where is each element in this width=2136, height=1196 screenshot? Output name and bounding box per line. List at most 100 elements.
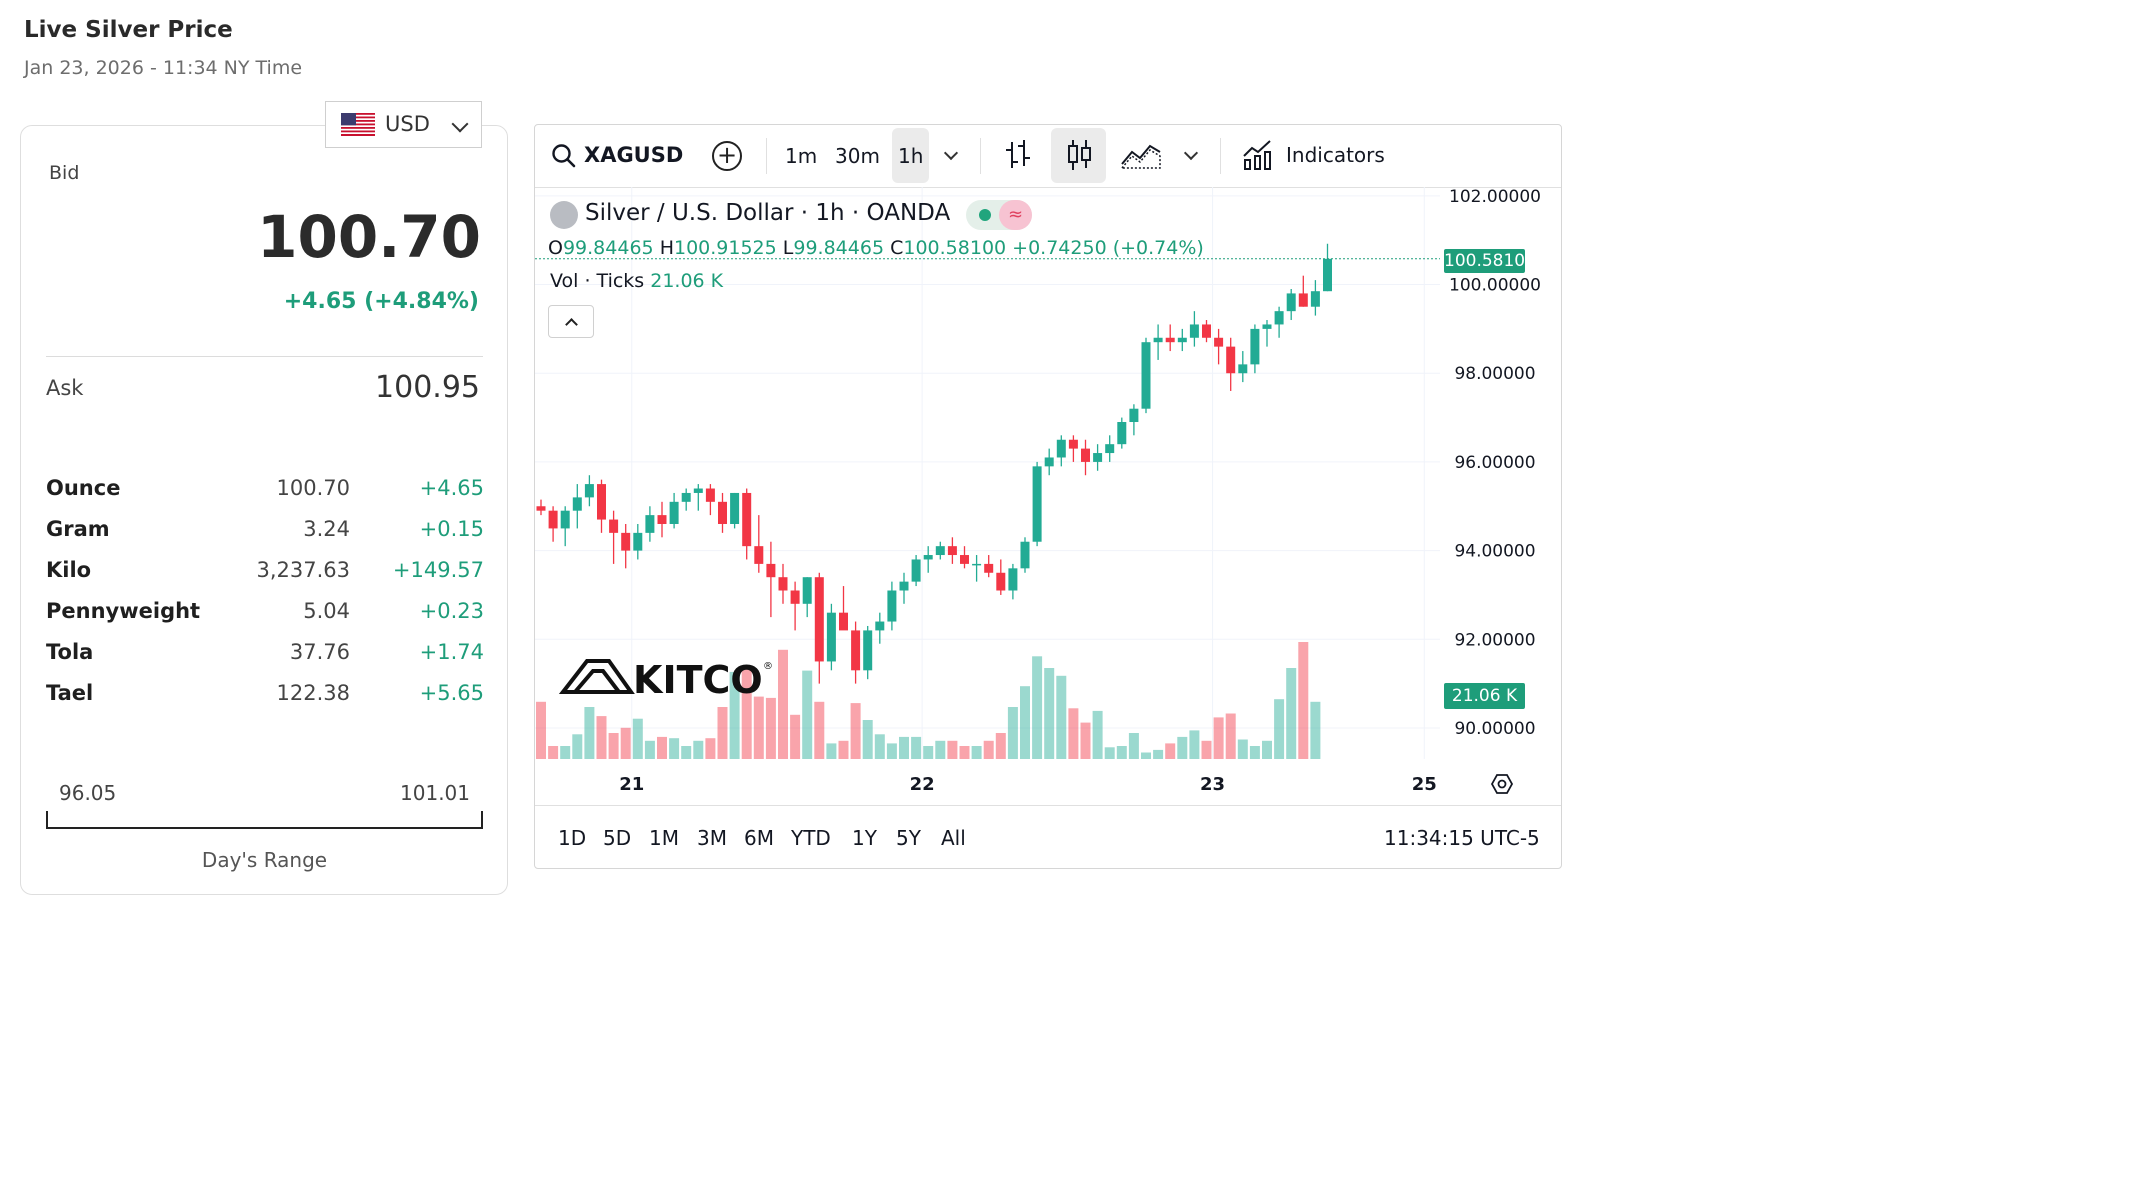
unit-row: Tola 37.76 +1.74 [46, 640, 484, 681]
unit-price-table: Ounce 100.70 +4.65 Gram 3.24 +0.15 Kilo … [46, 476, 484, 722]
x-axis-label: 25 [1412, 774, 1437, 795]
volume-bar [826, 743, 837, 759]
unit-price: 122.38 [276, 681, 350, 705]
range-1y[interactable]: 1Y [852, 826, 877, 850]
page-title: Live Silver Price [24, 17, 233, 43]
timeframe-1m[interactable]: 1m [785, 144, 818, 168]
indicators-button[interactable]: Indicators [1286, 143, 1385, 167]
volume-value: 21.06 K [650, 270, 724, 292]
ohlc-low-label: L [782, 237, 794, 259]
volume-bar [596, 716, 607, 759]
volume-bar [644, 740, 655, 759]
candle-body [1274, 311, 1284, 325]
price-chart[interactable]: 102.00000 100.00000 98.00000 96.00000 94.000… [535, 187, 1561, 805]
unit-row: Pennyweight 5.04 +0.23 [46, 599, 484, 640]
range-1d[interactable]: 1D [558, 826, 587, 850]
unit-change: +0.23 [419, 599, 484, 623]
days-range-bar [46, 811, 483, 829]
candle-body [1056, 439, 1066, 458]
candle-body [1202, 324, 1211, 338]
volume-bar [862, 720, 873, 759]
chart-settings-icon [1490, 774, 1514, 794]
chart-clock[interactable]: 11:34:15 UTC-5 [1384, 826, 1540, 850]
timeframe-active-bg [892, 128, 929, 183]
candle-body [536, 506, 546, 511]
volume-bar [1080, 722, 1091, 759]
volume-bar [802, 670, 813, 759]
candles-chart-style-icon[interactable] [1066, 138, 1094, 172]
volume-bar [935, 740, 946, 759]
candle-body [1093, 453, 1103, 462]
ohlc-low: 99.84465 [793, 237, 885, 259]
timeframe-1h[interactable]: 1h [898, 144, 924, 168]
candle-body [597, 484, 606, 520]
collapse-legend-button[interactable] [548, 305, 594, 338]
ohlc-change: +0.74250 (+0.74%) [1012, 237, 1204, 259]
unit-name: Tola [46, 640, 94, 664]
volume-bar [947, 740, 958, 759]
y-axis-label: 92.00000 [1454, 630, 1535, 650]
candle-body [609, 519, 619, 533]
unit-price: 37.76 [289, 640, 350, 664]
volume-bar [1092, 710, 1103, 759]
range-5y[interactable]: 5Y [896, 826, 921, 850]
candle-body [911, 559, 921, 582]
candle-body [1117, 422, 1127, 445]
chart-widget [534, 124, 1562, 869]
unit-row: Ounce 100.70 +4.65 [46, 476, 484, 517]
volume-bar [548, 746, 559, 759]
volume-bar [693, 740, 704, 759]
volume-bar [1056, 675, 1067, 759]
candle-body [802, 577, 812, 604]
market-status-badge: ≈ [966, 200, 1032, 230]
unit-change: +149.57 [392, 558, 484, 582]
range-5d[interactable]: 5D [603, 826, 632, 850]
range-6m[interactable]: 6M [744, 826, 774, 850]
candle-body [923, 555, 933, 560]
currency-selector[interactable]: USD [325, 101, 482, 148]
volume-bar [850, 703, 861, 759]
y-axis-label: 94.00000 [1454, 542, 1535, 562]
volume-bar [1165, 743, 1176, 759]
compare-add-icon[interactable]: + [712, 141, 742, 171]
timeframe-30m[interactable]: 30m [835, 144, 880, 168]
indicators-icon[interactable] [1242, 138, 1274, 172]
y-axis-label: 96.00000 [1454, 453, 1535, 473]
unit-price: 3.24 [303, 517, 350, 541]
volume-bar [1020, 686, 1030, 759]
volume-bar [814, 701, 825, 759]
candle-body [814, 577, 824, 662]
candle-body [633, 532, 643, 551]
volume-bar [1262, 740, 1272, 759]
chart-style-active-bg [1051, 128, 1106, 183]
ohlc-legend: O99.84465 H100.91525 L99.84465 C100.5810… [548, 237, 1204, 259]
range-all[interactable]: All [941, 826, 966, 850]
range-ytd[interactable]: YTD [791, 826, 831, 850]
candle-body [839, 612, 848, 631]
volume-bar [608, 733, 619, 759]
candle-body [584, 484, 594, 498]
delayed-data-icon: ≈ [999, 200, 1032, 230]
legend-title: Silver / U.S. Dollar · 1h · OANDA [585, 200, 951, 226]
range-1m[interactable]: 1M [649, 826, 679, 850]
volume-bar [1310, 701, 1321, 759]
candle-body [778, 577, 788, 591]
volume-bar [560, 746, 571, 759]
unit-row: Gram 3.24 +0.15 [46, 517, 484, 558]
area-chart-icon[interactable] [1120, 138, 1162, 172]
volume-bar [1116, 746, 1127, 759]
volume-bar [911, 736, 922, 759]
candle-body [766, 563, 776, 578]
symbol-search[interactable]: XAGUSD [584, 143, 684, 167]
volume-bar [1032, 656, 1043, 759]
volume-bar [729, 671, 740, 759]
volume-bar [983, 740, 994, 759]
search-icon[interactable] [551, 143, 577, 169]
candle-body [705, 488, 715, 502]
y-axis-label: 90.00000 [1454, 719, 1535, 739]
days-range-caption: Day's Range [201, 848, 328, 872]
bar-chart-style-icon[interactable] [1003, 138, 1033, 172]
days-range-low: 96.05 [59, 781, 117, 805]
kitco-watermark: KITCO [633, 658, 763, 702]
range-3m[interactable]: 3M [697, 826, 727, 850]
